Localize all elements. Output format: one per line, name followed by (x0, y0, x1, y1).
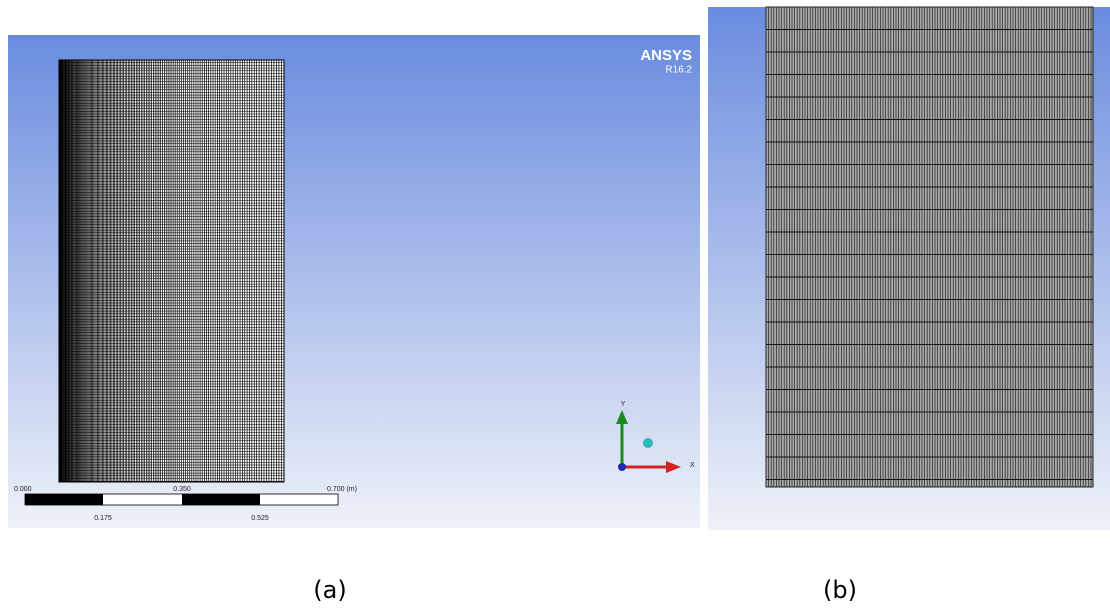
x-axis-label: X (690, 462, 695, 469)
caption: (a) (313, 576, 346, 604)
scale-label: 0.525 (251, 515, 269, 522)
sphere (643, 438, 653, 448)
panel-b (708, 7, 1110, 530)
figure: ANSYS R16.2 0.000 0.350 0.700 (m) 0.175 … (0, 0, 1110, 608)
logo-version: R16.2 (665, 65, 692, 76)
y-axis-label: Y (621, 401, 626, 408)
scale-label: 0.700 (m) (327, 486, 357, 493)
scale-label: 0.175 (94, 515, 112, 522)
logo-title: ANSYS (640, 47, 692, 64)
panel-a: ANSYS R16.2 0.000 0.350 0.700 (m) 0.175 … (8, 35, 700, 528)
origin (618, 463, 626, 471)
scale-bar-segment (182, 494, 260, 505)
scale-label: 0.000 (14, 486, 32, 493)
caption: (b) (823, 576, 857, 604)
scale-label: 0.350 (173, 486, 191, 493)
scale-bar-segment (25, 494, 103, 505)
